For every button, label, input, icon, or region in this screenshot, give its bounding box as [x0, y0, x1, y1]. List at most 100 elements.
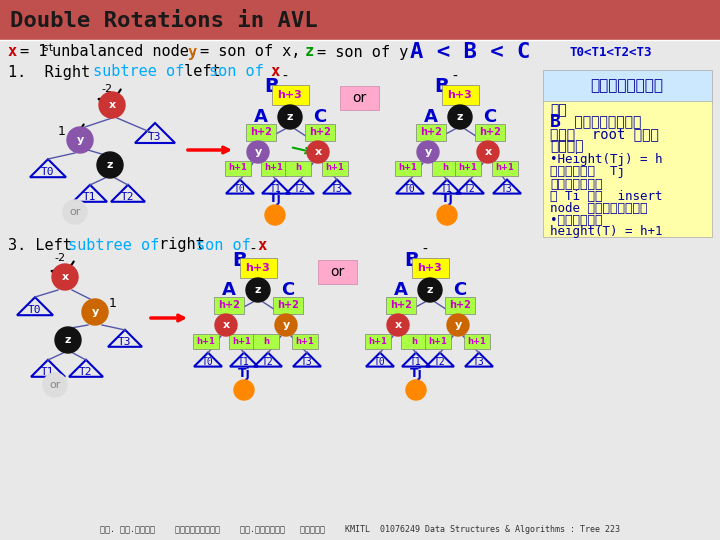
- Circle shape: [67, 127, 93, 153]
- Text: h+1: h+1: [197, 336, 215, 346]
- Circle shape: [387, 314, 409, 336]
- Text: = 1: = 1: [20, 44, 48, 59]
- Text: h+2: h+2: [218, 300, 240, 310]
- FancyBboxPatch shape: [305, 124, 335, 140]
- Text: 1: 1: [58, 125, 66, 138]
- Text: T1: T1: [84, 192, 96, 202]
- Circle shape: [99, 92, 125, 118]
- Text: y: y: [76, 135, 84, 145]
- Text: = son of x,: = son of x,: [200, 44, 300, 59]
- FancyBboxPatch shape: [492, 160, 518, 176]
- Circle shape: [63, 200, 87, 224]
- Text: C: C: [454, 281, 467, 299]
- Text: y: y: [91, 307, 99, 317]
- FancyBboxPatch shape: [441, 85, 479, 105]
- Text: -: -: [258, 129, 264, 143]
- FancyBboxPatch shape: [240, 258, 276, 278]
- Text: 1: 1: [109, 297, 117, 310]
- Text: h+3: h+3: [278, 90, 302, 100]
- Text: สรปรปผลล: สรปรปผลล: [590, 78, 664, 93]
- Text: น Ti ที  insert: น Ti ที insert: [550, 190, 662, 202]
- FancyBboxPatch shape: [0, 0, 720, 40]
- FancyBboxPatch shape: [425, 334, 451, 348]
- Text: left: left: [175, 64, 230, 79]
- Text: C: C: [483, 108, 497, 126]
- FancyBboxPatch shape: [416, 124, 446, 140]
- Text: A: A: [254, 108, 268, 126]
- Text: รศ. ดร.บญธร    เครือข่าย    รศ.กฤษดวน   ดรบรณ    KMITL  01076249 Data Structures: รศ. ดร.บญธร เครือข่าย รศ.กฤษดวน ดรบรณ KM…: [100, 525, 620, 535]
- Circle shape: [247, 141, 269, 163]
- Text: h+2: h+2: [449, 300, 471, 310]
- Text: y: y: [188, 44, 197, 59]
- Text: h+2: h+2: [390, 300, 412, 310]
- Text: z: z: [427, 285, 433, 295]
- FancyBboxPatch shape: [292, 334, 318, 348]
- FancyBboxPatch shape: [225, 160, 251, 176]
- Text: A: A: [222, 281, 236, 299]
- Text: T1: T1: [410, 357, 422, 367]
- Text: x: x: [262, 64, 280, 79]
- Text: h+1: h+1: [296, 336, 315, 346]
- Text: or: or: [49, 380, 60, 390]
- Text: st: st: [42, 43, 54, 53]
- Text: C: C: [313, 108, 327, 126]
- Text: Tj: Tj: [238, 367, 251, 380]
- Circle shape: [246, 278, 270, 302]
- Text: h+2: h+2: [479, 127, 501, 137]
- Text: h+3: h+3: [246, 263, 271, 273]
- Text: z: z: [65, 335, 71, 345]
- Text: T2: T2: [262, 357, 274, 367]
- Text: T3: T3: [301, 357, 313, 367]
- Text: T2: T2: [434, 357, 446, 367]
- Text: or: or: [352, 91, 366, 105]
- Text: z: z: [287, 112, 293, 122]
- FancyBboxPatch shape: [475, 124, 505, 140]
- Text: -: -: [251, 243, 256, 257]
- FancyBboxPatch shape: [543, 70, 712, 102]
- FancyBboxPatch shape: [214, 296, 244, 314]
- Circle shape: [43, 373, 67, 397]
- FancyBboxPatch shape: [395, 160, 421, 176]
- Text: h+3: h+3: [448, 90, 472, 100]
- Text: h+2: h+2: [420, 127, 442, 137]
- Text: -: -: [453, 70, 457, 84]
- Circle shape: [448, 105, 472, 129]
- Text: node ใหมเขาไป: node ใหมเขาไป: [550, 201, 647, 214]
- Text: T1: T1: [270, 184, 282, 194]
- Text: -2: -2: [55, 253, 66, 263]
- FancyBboxPatch shape: [322, 160, 348, 176]
- Text: A: A: [394, 281, 408, 299]
- Text: h+1: h+1: [369, 336, 387, 346]
- Text: เสมอ: เสมอ: [550, 139, 583, 153]
- Text: T2: T2: [294, 184, 306, 194]
- FancyBboxPatch shape: [318, 260, 357, 284]
- Text: -: -: [503, 169, 507, 179]
- Text: T1: T1: [41, 367, 55, 377]
- Text: B: B: [405, 251, 419, 269]
- Text: -: -: [282, 70, 287, 84]
- Text: right: right: [150, 238, 214, 253]
- Text: y: y: [424, 147, 431, 157]
- Text: z: z: [107, 160, 113, 170]
- Text: y: y: [282, 320, 289, 330]
- Text: x: x: [249, 238, 267, 253]
- Text: z: z: [456, 112, 463, 122]
- Circle shape: [406, 380, 426, 400]
- Text: h: h: [295, 164, 301, 172]
- FancyBboxPatch shape: [543, 101, 712, 237]
- Text: T3: T3: [148, 132, 162, 142]
- Text: T1: T1: [441, 184, 453, 194]
- FancyBboxPatch shape: [386, 296, 416, 314]
- Text: T3: T3: [473, 357, 485, 367]
- FancyBboxPatch shape: [401, 334, 427, 348]
- FancyBboxPatch shape: [432, 160, 458, 176]
- Text: Tj: Tj: [410, 367, 423, 380]
- Text: -: -: [303, 342, 307, 352]
- Text: •Height(Tj) = h: •Height(Tj) = h: [550, 153, 662, 166]
- FancyBboxPatch shape: [193, 334, 219, 348]
- Text: T2: T2: [121, 192, 135, 202]
- Text: x: x: [61, 272, 68, 282]
- Text: •นอกนัน: •นอกนัน: [550, 213, 603, 226]
- Text: x: x: [315, 147, 322, 157]
- Text: -: -: [475, 342, 479, 352]
